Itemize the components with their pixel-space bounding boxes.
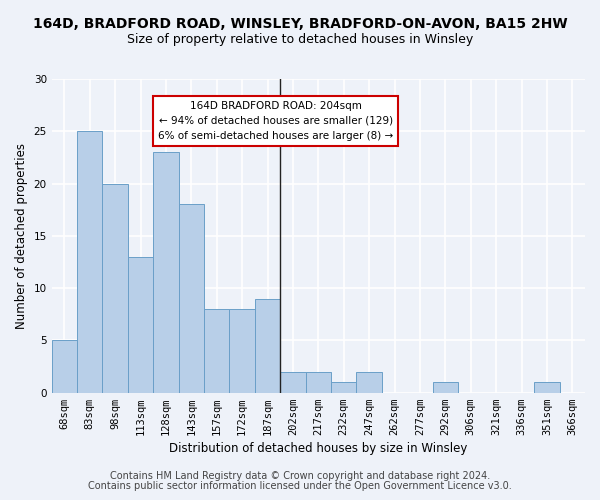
Bar bbox=[128, 257, 153, 392]
Bar bbox=[229, 309, 255, 392]
Bar bbox=[77, 132, 103, 392]
Bar bbox=[52, 340, 77, 392]
Bar bbox=[153, 152, 179, 392]
Bar bbox=[433, 382, 458, 392]
Text: Size of property relative to detached houses in Winsley: Size of property relative to detached ho… bbox=[127, 32, 473, 46]
Bar bbox=[255, 298, 280, 392]
Text: Contains HM Land Registry data © Crown copyright and database right 2024.: Contains HM Land Registry data © Crown c… bbox=[110, 471, 490, 481]
Y-axis label: Number of detached properties: Number of detached properties bbox=[15, 143, 28, 329]
Bar bbox=[356, 372, 382, 392]
Bar bbox=[179, 204, 204, 392]
Bar bbox=[305, 372, 331, 392]
Text: 164D BRADFORD ROAD: 204sqm
← 94% of detached houses are smaller (129)
6% of semi: 164D BRADFORD ROAD: 204sqm ← 94% of deta… bbox=[158, 101, 393, 140]
X-axis label: Distribution of detached houses by size in Winsley: Distribution of detached houses by size … bbox=[169, 442, 467, 455]
Bar bbox=[534, 382, 560, 392]
Bar bbox=[331, 382, 356, 392]
Text: 164D, BRADFORD ROAD, WINSLEY, BRADFORD-ON-AVON, BA15 2HW: 164D, BRADFORD ROAD, WINSLEY, BRADFORD-O… bbox=[32, 18, 568, 32]
Bar bbox=[103, 184, 128, 392]
Bar bbox=[280, 372, 305, 392]
Text: Contains public sector information licensed under the Open Government Licence v3: Contains public sector information licen… bbox=[88, 481, 512, 491]
Bar bbox=[204, 309, 229, 392]
